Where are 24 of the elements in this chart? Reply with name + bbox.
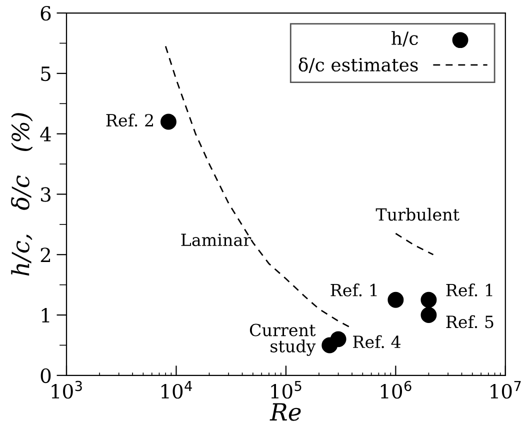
x-tick-label: 10$^{3}$ [52, 380, 82, 399]
y-tick-label: 0 [40, 368, 51, 384]
x-tick-label: 10$^{5}$ [271, 381, 302, 399]
x-tick-label: 10$^{4}$ [161, 381, 192, 399]
annotation: Ref. 4 [353, 335, 401, 348]
y-axis-title: h/c, δ/c (%) [11, 113, 33, 276]
y-tick-label: 2 [40, 248, 50, 262]
annotation: Turbulent [376, 208, 460, 221]
annotation: Current study [250, 324, 316, 356]
x-axis-title: Re [270, 403, 301, 421]
legend-label: h/c [392, 31, 418, 46]
annotation: Ref. 1 [446, 284, 492, 296]
annotation: Ref. 1 [330, 284, 377, 296]
y-tick-label: 5 [41, 66, 50, 82]
x-tick-label: 10$^{7}$ [490, 381, 521, 399]
legend-label: δ/c estimates [298, 57, 418, 73]
y-tick-label: 4 [40, 126, 51, 142]
annotation: Ref. 2 [106, 114, 153, 127]
annotation: Laminar [181, 234, 252, 246]
y-tick-label: 1 [42, 308, 50, 322]
y-tick-label: 6 [40, 6, 51, 21]
x-tick-label: 10$^{6}$ [380, 380, 412, 399]
annotation: Ref. 5 [446, 315, 494, 328]
y-tick-label: 3 [41, 187, 50, 202]
